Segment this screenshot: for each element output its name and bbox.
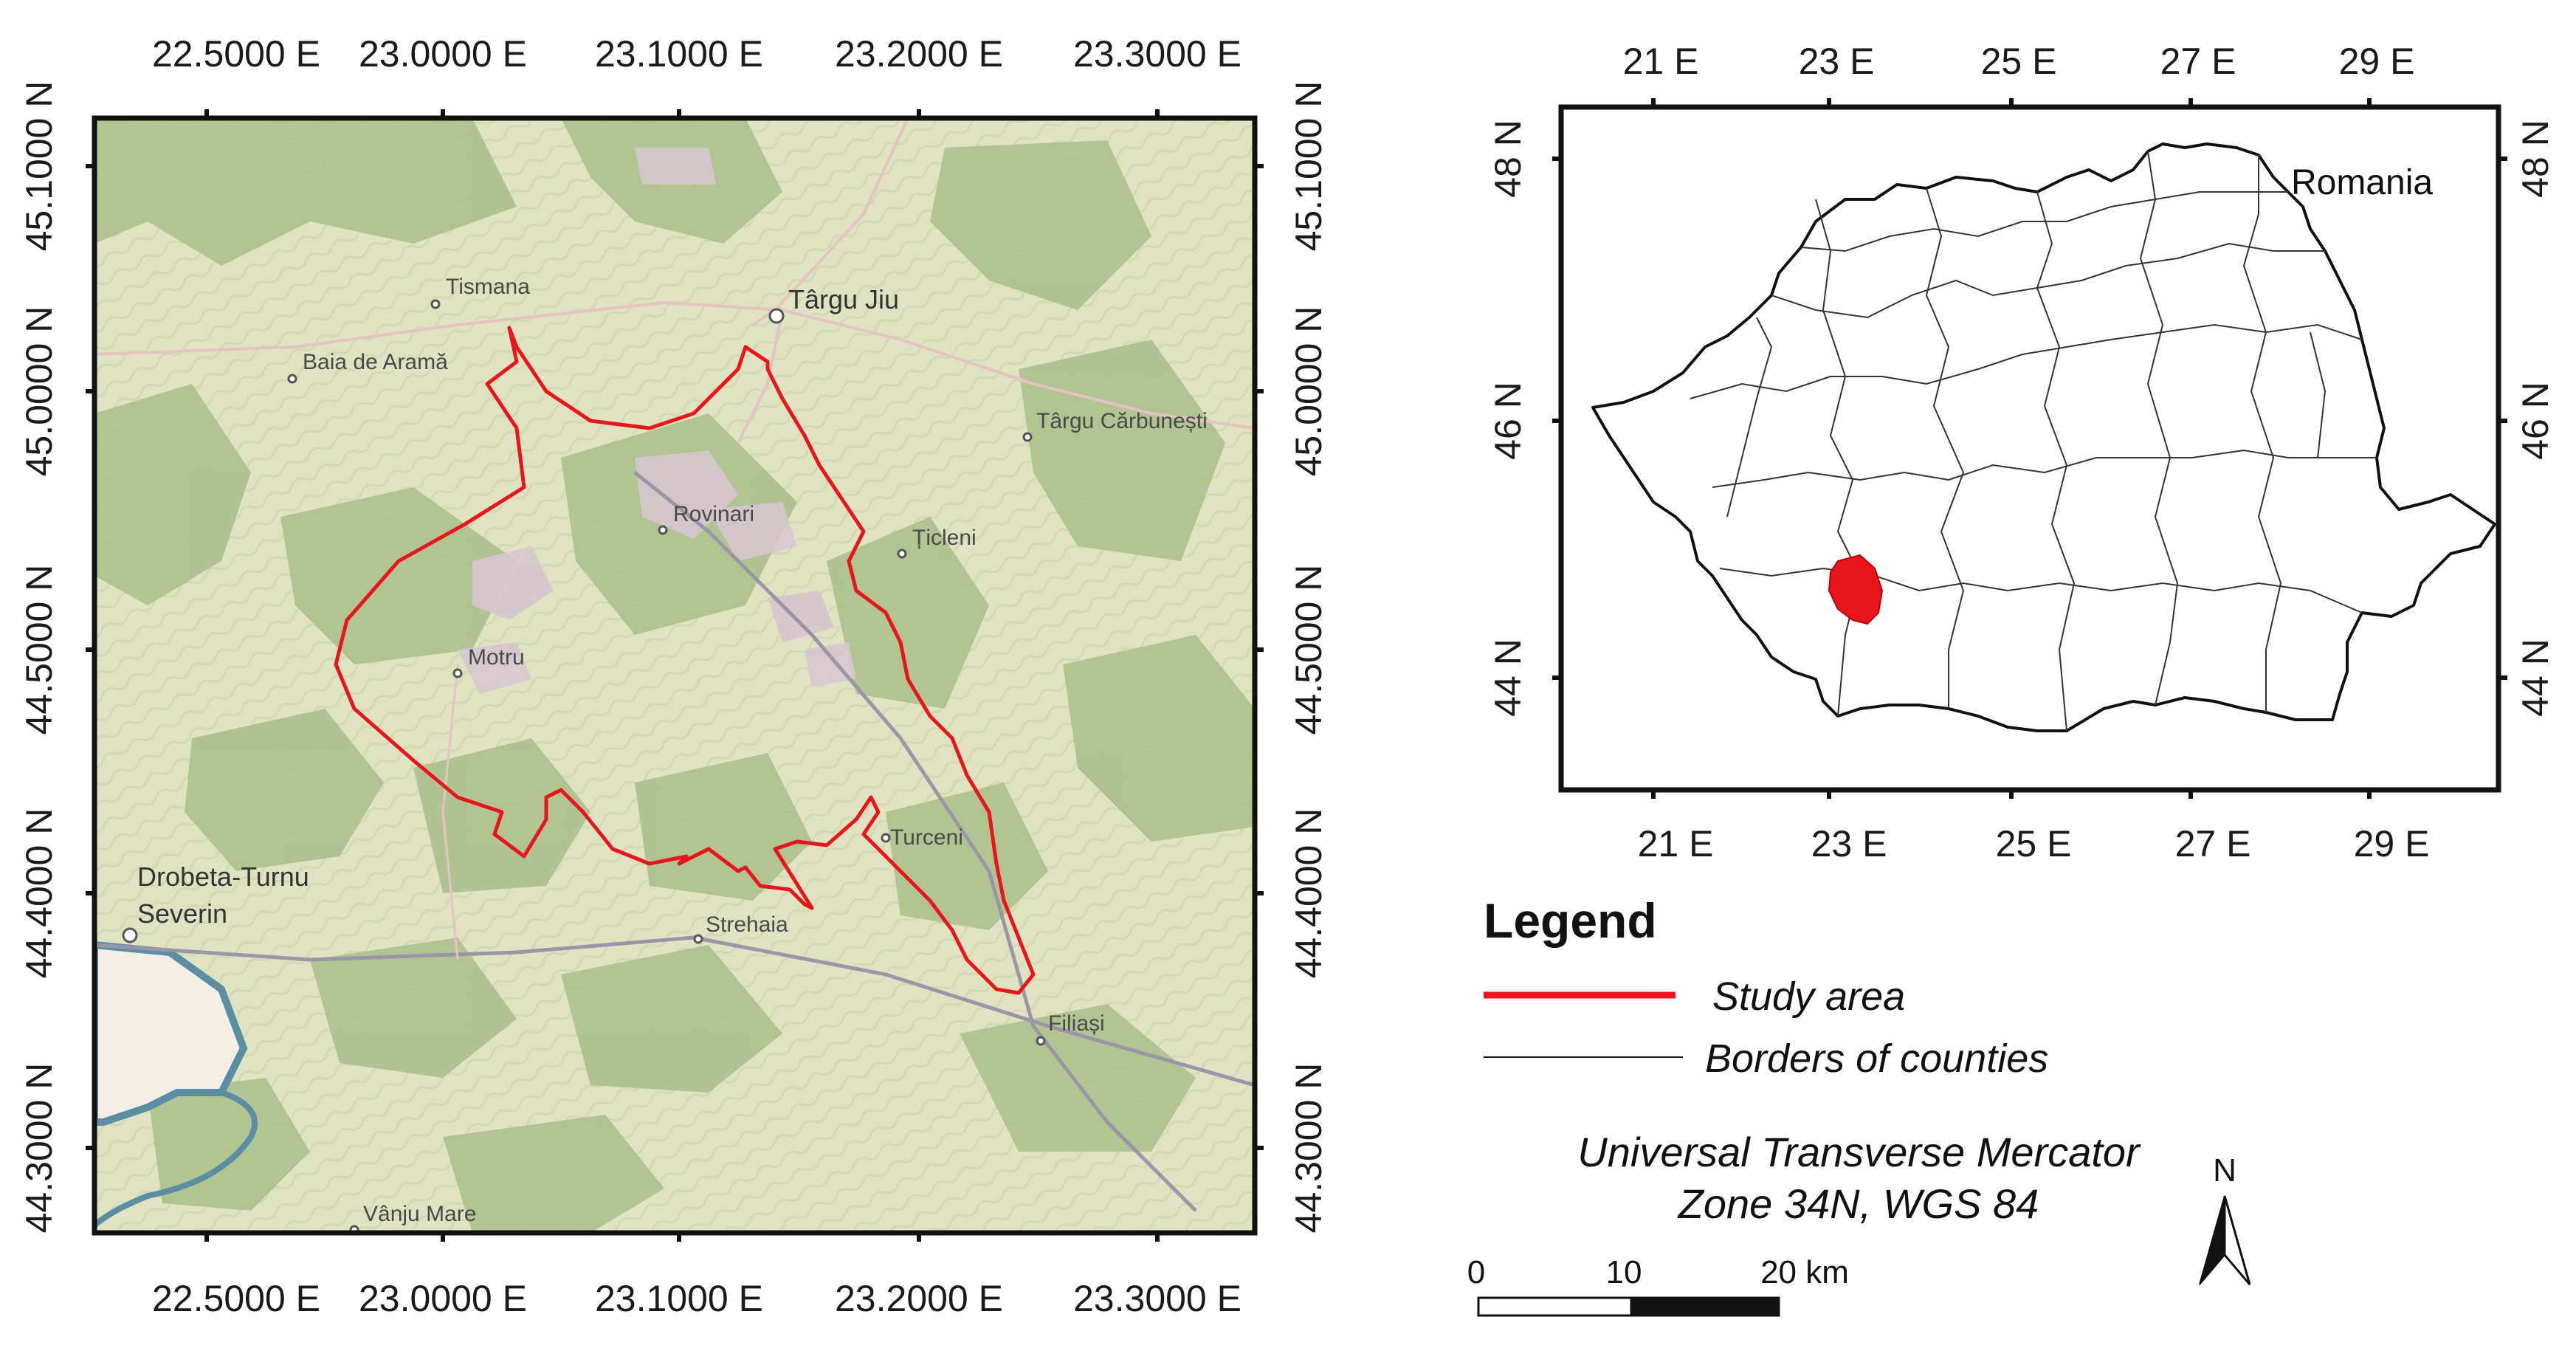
x-tick-top-1: 22.5000 E <box>152 33 320 75</box>
loc-y-tick-left-2: 46 N <box>1487 382 1529 460</box>
legend-label-study-area: Study area <box>1712 974 1905 1019</box>
y-tick-left-3: 44.5000 N <box>18 565 60 735</box>
detail-map-ticks <box>86 109 1264 1242</box>
x-tick-bottom-2: 23.0000 E <box>359 1278 527 1319</box>
x-tick-bottom-4: 23.2000 E <box>835 1278 1003 1319</box>
projection-line-2: Zone 34N, WGS 84 <box>1677 1180 2039 1227</box>
loc-y-tick-right-1: 48 N <box>2515 120 2556 198</box>
y-tick-right-4: 44.4000 N <box>1288 808 1329 979</box>
place-label-motru: Motru <box>468 645 525 670</box>
forest-areas <box>94 118 1255 1233</box>
y-tick-right-2: 45.0000 N <box>1288 306 1329 477</box>
danube-river <box>94 940 258 1228</box>
scale-label-20: 20 km <box>1760 1254 1849 1290</box>
loc-y-tick-left-3: 44 N <box>1487 639 1529 717</box>
loc-x-tick-top-2: 23 E <box>1799 41 1875 82</box>
projection-line-1: Universal Transverse Mercator <box>1577 1129 2141 1175</box>
x-tick-top-2: 23.0000 E <box>359 33 527 75</box>
loc-x-tick-bottom-3: 25 E <box>1996 823 2072 864</box>
county-borders <box>1690 151 2377 732</box>
loc-x-tick-bottom-1: 21 E <box>1638 823 1714 864</box>
place-label-targu-jiu: Târgu Jiu <box>788 284 899 314</box>
locator-map: Romania 21 E 23 E 25 E 27 E 29 E 21 E 23… <box>1487 41 2556 864</box>
place-label-ticleni: Țicleni <box>912 526 977 550</box>
place-label-tismana: Tismana <box>446 275 530 299</box>
basemap: Tismana Târgu Jiu Baia de Aramă Târgu Că… <box>94 118 1255 1233</box>
north-arrow-label: N <box>2213 1152 2236 1189</box>
loc-y-tick-right-3: 44 N <box>2515 639 2556 717</box>
scale-label-0: 0 <box>1467 1254 1485 1290</box>
loc-y-tick-right-2: 46 N <box>2515 382 2556 460</box>
loc-y-tick-left-1: 48 N <box>1487 120 1529 198</box>
loc-x-tick-bottom-5: 29 E <box>2354 823 2430 864</box>
x-tick-top-3: 23.1000 E <box>595 33 763 75</box>
place-label-targu-carbunesti: Târgu Cărbunești <box>1036 409 1208 433</box>
place-label-baia-de-arama: Baia de Aramă <box>303 350 448 374</box>
city-markers <box>122 299 1046 1233</box>
x-tick-bottom-5: 23.3000 E <box>1073 1278 1241 1319</box>
x-tick-bottom-1: 22.5000 E <box>152 1278 320 1319</box>
scale-bar: 0 10 20 km <box>1467 1254 1849 1317</box>
country-label: Romania <box>2291 163 2433 202</box>
x-tick-top-4: 23.2000 E <box>835 33 1003 75</box>
y-tick-left-2: 45.0000 N <box>18 306 60 477</box>
detail-map-frame <box>92 115 1258 1236</box>
y-tick-right-5: 44.3000 N <box>1288 1063 1329 1234</box>
loc-x-tick-top-5: 29 E <box>2339 41 2415 82</box>
legend-title: Legend <box>1484 893 1657 948</box>
y-tick-left-1: 45.1000 N <box>18 81 60 252</box>
x-tick-bottom-3: 23.1000 E <box>595 1278 763 1319</box>
place-label-vanju-mare: Vânju Mare <box>363 1202 476 1226</box>
detail-map: Tismana Târgu Jiu Baia de Aramă Târgu Că… <box>18 33 1329 1319</box>
legend-label-borders: Borders of counties <box>1705 1036 2048 1081</box>
loc-x-tick-bottom-2: 23 E <box>1811 823 1887 864</box>
locator-map-ticks <box>1552 98 2507 799</box>
y-tick-right-3: 44.5000 N <box>1288 565 1329 735</box>
study-area-marker <box>1828 554 1884 625</box>
loc-x-tick-top-1: 21 E <box>1623 41 1699 82</box>
x-tick-top-5: 23.3000 E <box>1073 33 1241 75</box>
scale-label-10: 10 <box>1606 1254 1642 1290</box>
north-arrow-icon: N <box>2199 1152 2251 1285</box>
y-tick-left-4: 44.4000 N <box>18 808 60 979</box>
place-label-rovinari: Rovinari <box>673 502 754 526</box>
legend: Legend Study area Borders of counties <box>1484 893 2048 1081</box>
mining-areas <box>458 148 856 694</box>
loc-x-tick-top-3: 25 E <box>1981 41 2057 82</box>
place-label-severin: Severin <box>137 898 227 929</box>
study-area-boundary <box>334 326 1036 995</box>
place-label-strehaia: Strehaia <box>706 912 788 937</box>
loc-x-tick-bottom-4: 27 E <box>2175 823 2251 864</box>
place-label-filiasi: Filiași <box>1048 1011 1105 1036</box>
place-label-turceni: Turceni <box>890 825 963 850</box>
loc-x-tick-top-4: 27 E <box>2160 41 2236 82</box>
y-tick-right-1: 45.1000 N <box>1288 81 1329 252</box>
y-tick-left-5: 44.3000 N <box>18 1063 60 1234</box>
place-label-drobeta-turnu: Drobeta-Turnu <box>137 862 309 892</box>
